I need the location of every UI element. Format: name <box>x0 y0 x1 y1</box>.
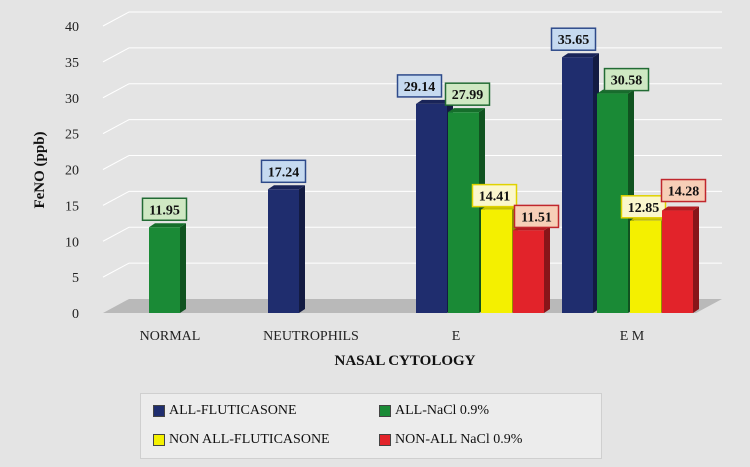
gridline-diagonal <box>102 190 130 206</box>
data-label: 35.65 <box>558 33 590 48</box>
y-tick-label: 5 <box>72 271 79 286</box>
bar-side <box>299 185 305 313</box>
y-axis-title: FeNO (ppb) <box>32 131 48 208</box>
x-tick-label: E M <box>620 329 645 344</box>
data-label: 27.99 <box>452 88 484 103</box>
bar-top <box>416 99 453 104</box>
y-tick-label: 20 <box>65 164 79 179</box>
data-label-box <box>396 74 443 98</box>
data-label: 30.58 <box>611 74 643 89</box>
legend-item-all-nacl: ALL-NaCl 0.9% <box>379 403 489 419</box>
data-label-box <box>660 178 707 203</box>
bar-top <box>268 185 305 190</box>
legend-label-all-nacl: ALL-NaCl 0.9% <box>395 403 490 418</box>
data-label: 14.28 <box>668 185 700 200</box>
data-label-box <box>620 195 667 219</box>
bar-side <box>180 223 186 313</box>
data-label-box <box>550 27 597 51</box>
x-tick-label: NORMAL <box>140 329 201 344</box>
x-tick-label: NEUTROPHILS <box>263 329 359 344</box>
bar <box>513 230 544 313</box>
bar <box>481 209 512 313</box>
bar-top <box>448 108 485 113</box>
y-tick-label: 10 <box>65 235 79 250</box>
legend-swatch-non-all-fluticasone <box>153 434 165 446</box>
gridline-diagonal <box>102 47 130 63</box>
legend-item-non-all-fluticasone: NON ALL-FLUTICASONE <box>153 432 330 448</box>
bar-top <box>662 206 699 211</box>
data-label-box <box>471 183 518 208</box>
y-tick-label: 15 <box>65 199 79 214</box>
bar-top <box>562 53 599 58</box>
legend-label-all-fluticasone: ALL-FLUTICASONE <box>169 403 297 418</box>
data-label-box <box>603 67 650 92</box>
data-label: 12.85 <box>628 201 660 216</box>
bar <box>630 220 661 313</box>
y-tick-label: 40 <box>65 20 79 35</box>
bar-side <box>544 226 550 313</box>
data-label-box <box>444 82 491 106</box>
data-label: 11.95 <box>149 203 180 218</box>
data-label-box <box>513 204 560 229</box>
data-label: 14.41 <box>479 190 511 205</box>
bar-side <box>693 206 699 313</box>
bar <box>562 57 593 314</box>
bar <box>448 112 479 313</box>
gridline-diagonal <box>102 11 130 27</box>
x-axis-title: NASAL CYTOLOGY <box>334 353 475 369</box>
gridline-diagonal <box>102 155 130 170</box>
x-tick-label: E <box>452 329 461 344</box>
legend-item-non-all-nacl: NON-ALL NaCl 0.9% <box>379 432 522 448</box>
legend-swatch-all-fluticasone <box>153 405 165 417</box>
gridline-diagonal <box>102 262 130 278</box>
legend-swatch-all-nacl <box>379 405 391 417</box>
bar <box>662 210 693 313</box>
legend: ALL-FLUTICASONE ALL-NaCl 0.9% NON ALL-FL… <box>140 393 602 459</box>
data-label-box <box>141 197 188 222</box>
data-label: 29.14 <box>404 80 436 95</box>
legend-swatch-non-all-nacl <box>379 434 391 446</box>
bar-top <box>149 223 186 228</box>
gridline-diagonal <box>102 119 130 135</box>
y-tick-label: 0 <box>72 307 79 322</box>
gridline-diagonal <box>102 226 130 242</box>
y-tick-label: 25 <box>65 128 79 143</box>
data-label-box <box>260 159 307 184</box>
legend-label-non-all-fluticasone: NON ALL-FLUTICASONE <box>169 432 330 447</box>
bar <box>268 189 299 313</box>
legend-item-all-fluticasone: ALL-FLUTICASONE <box>153 403 297 419</box>
gridline-diagonal <box>102 83 130 99</box>
bar <box>416 103 447 313</box>
y-tick-label: 30 <box>65 92 79 107</box>
bar-chart: 0 5 10 15 20 25 30 35 40 FeNO (ppb) NORMAL NEUTROPH… <box>32 11 722 369</box>
y-tick-label: 35 <box>65 56 79 71</box>
bar <box>149 227 180 313</box>
legend-label-non-all-nacl: NON-ALL NaCl 0.9% <box>395 432 523 447</box>
data-label: 11.51 <box>521 210 552 225</box>
data-label: 17.24 <box>268 165 300 180</box>
